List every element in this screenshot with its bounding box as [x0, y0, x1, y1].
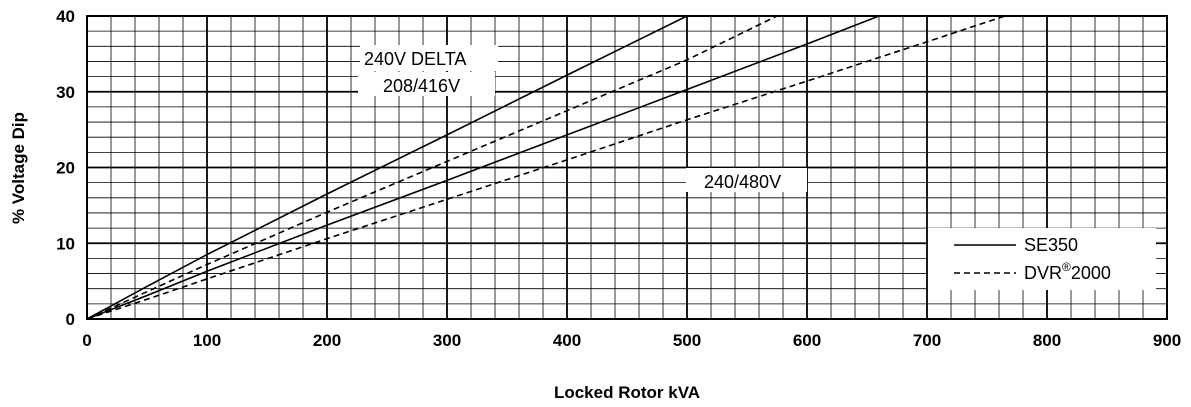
series-line-dashed [86, 15, 1006, 320]
x-tick-label: 500 [673, 331, 701, 350]
x-tick-label: 200 [313, 331, 341, 350]
annotation-bg-1 [360, 45, 498, 71]
annotation-bg-3 [686, 168, 807, 192]
series-layer [86, 15, 1006, 320]
y-tick-label: 20 [56, 159, 75, 178]
annotation-bg-2 [358, 72, 495, 96]
y-axis-label: % Voltage Dip [9, 112, 28, 224]
legend-label-dvr2000: DVR®2000 [1024, 260, 1111, 283]
x-tick-label: 800 [1033, 331, 1061, 350]
x-tick-labels: 0 100 200 300 400 500 600 700 800 900 [82, 331, 1181, 350]
series-line-dashed [86, 15, 778, 320]
legend-dvr-tail: 2000 [1071, 263, 1111, 283]
y-tick-label: 30 [56, 83, 75, 102]
x-tick-label: 900 [1153, 331, 1181, 350]
legend-box [928, 228, 1156, 290]
x-tick-label: 100 [193, 331, 221, 350]
annotation-240-480v: 240/480V [704, 172, 781, 192]
annotation-208-416v: 208/416V [383, 76, 460, 96]
annotation-240v-delta: 240V DELTA [364, 49, 466, 69]
legend-dvr-main: DVR [1024, 263, 1062, 283]
y-tick-labels: 0 10 20 30 40 [56, 7, 75, 329]
plot-frame [86, 15, 1168, 320]
series-line-solid [86, 15, 688, 320]
x-tick-label: 600 [793, 331, 821, 350]
legend-dvr-registered: ® [1062, 260, 1071, 274]
legend-label-se350: SE350 [1024, 235, 1078, 255]
series-line-solid [86, 15, 880, 320]
x-tick-label: 700 [913, 331, 941, 350]
legend: SE350 DVR®2000 [928, 228, 1156, 290]
y-tick-label: 0 [66, 310, 75, 329]
x-tick-label: 300 [433, 331, 461, 350]
y-tick-label: 10 [56, 234, 75, 253]
y-tick-label: 40 [56, 7, 75, 26]
x-axis-label: Locked Rotor kVA [554, 383, 700, 402]
x-tick-label: 400 [553, 331, 581, 350]
x-tick-label: 0 [82, 331, 91, 350]
